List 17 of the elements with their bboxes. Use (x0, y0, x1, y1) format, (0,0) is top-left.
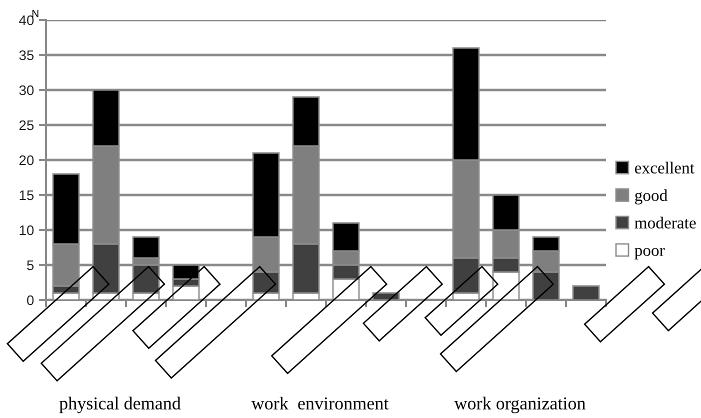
legend-label: good (635, 189, 668, 204)
y-tick-label: 5 (27, 260, 34, 270)
y-axis-title: N (32, 10, 38, 18)
y-tick-label: 0 (27, 295, 34, 306)
y-tick-label: 40 (19, 15, 34, 26)
y-tick-label: 15 (20, 190, 34, 200)
text: work environment (251, 396, 389, 410)
text: work organization (454, 396, 586, 414)
legend-label: excellent (634, 162, 694, 174)
y-tick-label: 10 (20, 225, 34, 236)
y-tick-label: 35 (19, 50, 34, 60)
text: physical demand (59, 396, 181, 414)
legend-label: moderate (634, 216, 696, 229)
legend-label: poor (634, 248, 665, 260)
y-tick-label: 25 (19, 120, 34, 130)
y-tick-label: 20 (19, 155, 34, 166)
y-tick-label: 30 (19, 85, 34, 96)
